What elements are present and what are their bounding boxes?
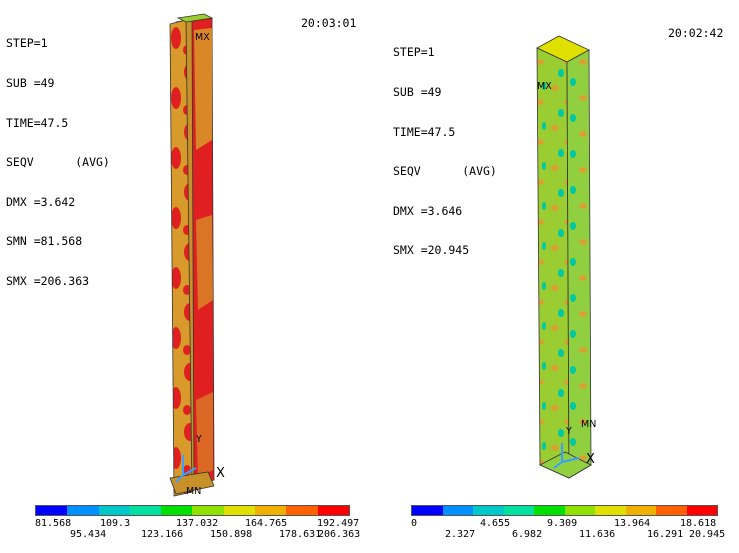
left-timestamp: 20:03:01 (301, 16, 357, 30)
legend-color-band (534, 506, 565, 515)
left-legend-ticks: 81.568 109.3 137.032 164.765 192.497 95.… (0, 518, 369, 544)
right-result-view: STEP=1 SUB =49 TIME=47.5 SEQV (AVG) DMX … (369, 0, 739, 553)
right-legend-ticks: 0 4.655 9.309 13.964 18.618 2.327 6.982 … (369, 518, 739, 544)
legend-tick: 20.945 (689, 529, 726, 540)
column-top-cap (176, 13, 214, 23)
legend-tick: 95.434 (70, 529, 107, 540)
right-mn-marker: MN (581, 419, 597, 430)
legend-color-band (625, 506, 656, 515)
legend-tick: 6.982 (512, 529, 543, 540)
column-front-face (536, 47, 570, 479)
info-sub: SUB =49 (6, 76, 55, 90)
legend-tick: 150.898 (210, 529, 253, 540)
info-step: STEP=1 (6, 36, 48, 51)
info-time: TIME=47.5 (6, 115, 69, 130)
info-sub: SUB =49 (393, 85, 442, 99)
left-mx-marker: MX (195, 32, 210, 43)
legend-color-band (686, 506, 717, 515)
legend-color-band (161, 506, 193, 515)
legend-tick: 123.166 (141, 529, 184, 540)
info-result-type: SEQV (AVG) (393, 164, 497, 179)
legend-tick: 16.291 (647, 529, 684, 540)
info-dmx: DMX =3.642 (6, 194, 76, 209)
legend-tick: 9.309 (547, 518, 578, 529)
legend-tick: 4.655 (480, 518, 511, 529)
info-step: STEP=1 (393, 45, 435, 60)
legend-color-band (67, 506, 99, 515)
triad-z-axis (553, 461, 563, 469)
right-column-model (536, 35, 592, 479)
column-flange-left (169, 19, 193, 497)
right-result-info: STEP=1 SUB =49 TIME=47.5 SEQV (AVG) DMX … (393, 20, 497, 284)
left-x-axis-label: X (216, 466, 225, 481)
legend-tick: 206.363 (318, 529, 361, 540)
legend-color-band (98, 506, 130, 515)
legend-color-band (223, 506, 256, 515)
legend-tick: 81.568 (35, 518, 72, 529)
left-column-model (169, 13, 215, 497)
legend-tick: 18.618 (680, 518, 717, 529)
triad-x-axis (182, 467, 197, 476)
legend-color-band (36, 506, 68, 515)
legend-tick: 2.327 (445, 529, 476, 540)
info-dmx: DMX =3.646 (393, 203, 463, 218)
legend-color-band (473, 506, 504, 515)
info-smn: SMN =81.568 (6, 234, 83, 249)
left-result-view: STEP=1 SUB =49 TIME=47.5 SEQV (AVG) DMX … (0, 0, 369, 553)
info-smx: SMX =206.363 (6, 273, 90, 288)
right-contour-legend (411, 505, 718, 516)
legend-color-band (286, 506, 318, 515)
info-result-type: SEQV (AVG) (6, 155, 110, 170)
legend-color-band (503, 506, 534, 515)
legend-tick: 164.765 (245, 518, 288, 529)
legend-tick: 178.631 (279, 529, 322, 540)
legend-tick: 192.497 (317, 518, 360, 529)
legend-tick: 137.032 (176, 518, 219, 529)
left-mn-marker: MN (186, 486, 202, 497)
legend-tick: 13.964 (614, 518, 651, 529)
right-timestamp: 20:02:42 (668, 26, 724, 40)
right-mx-marker: MX (537, 81, 552, 92)
right-x-axis-label: X (586, 452, 595, 467)
legend-color-band (317, 506, 349, 515)
triad-z-axis (175, 474, 184, 483)
info-smx: SMX =20.945 (393, 243, 470, 258)
legend-color-band (442, 506, 473, 515)
column-side-face (566, 49, 592, 479)
legend-color-band (129, 506, 162, 515)
legend-tick: 11.636 (579, 529, 616, 540)
legend-tick: 109.3 (100, 518, 131, 529)
column-base (539, 451, 592, 479)
left-result-info: STEP=1 SUB =49 TIME=47.5 SEQV (AVG) DMX … (6, 11, 110, 315)
legend-color-band (192, 506, 224, 515)
left-contour-legend (35, 505, 350, 516)
legend-tick: 0 (411, 518, 418, 529)
legend-color-band (255, 506, 287, 515)
info-time: TIME=47.5 (393, 124, 456, 139)
legend-color-band (595, 506, 626, 515)
legend-color-band (656, 506, 687, 515)
left-y-axis-label: Y (196, 434, 202, 445)
legend-color-band (564, 506, 595, 515)
triad-x-axis (561, 457, 580, 463)
legend-color-band (412, 506, 443, 515)
right-y-axis-label: Y (566, 426, 572, 437)
